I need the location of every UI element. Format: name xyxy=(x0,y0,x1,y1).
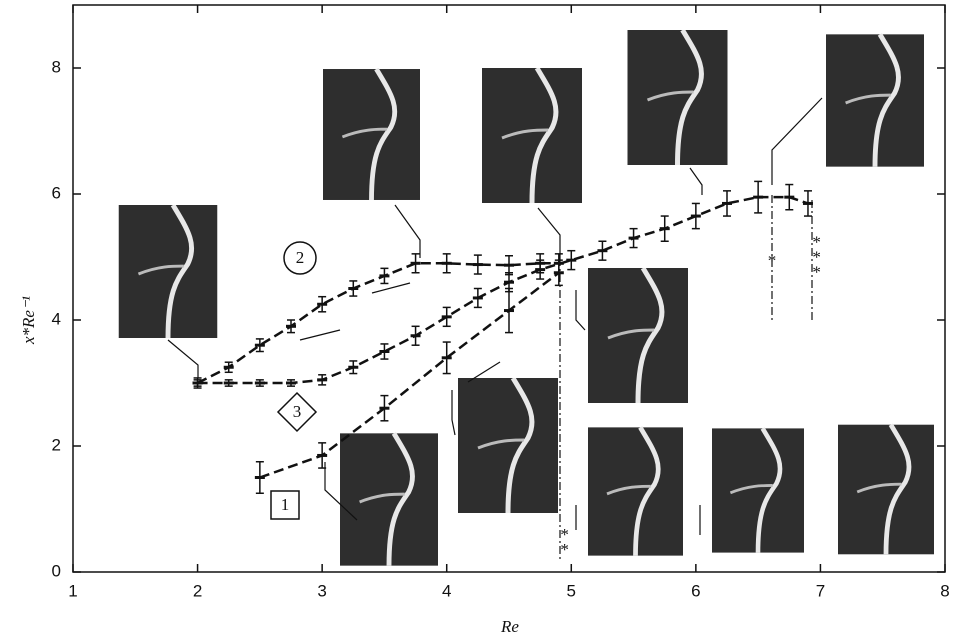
error-bar xyxy=(192,379,203,387)
error-bar xyxy=(504,272,514,293)
x-tick-label: 7 xyxy=(816,581,825,600)
y-tick-label: 2 xyxy=(52,435,61,454)
error-bar xyxy=(504,287,514,334)
y-tick-label: 0 xyxy=(52,561,61,580)
y-tick-label: 6 xyxy=(52,183,61,202)
error-bar xyxy=(410,325,421,346)
x-tick-label: 6 xyxy=(691,581,700,600)
error-bar xyxy=(254,461,265,494)
error-bar xyxy=(441,341,452,375)
series-badge xyxy=(276,391,318,433)
x-tick-label: 3 xyxy=(317,581,326,600)
series-badge xyxy=(283,241,317,275)
error-bar xyxy=(379,343,390,360)
photo xyxy=(826,34,924,166)
error-bar xyxy=(410,253,421,274)
error-bar xyxy=(722,190,732,217)
error-bar xyxy=(628,227,639,249)
error-bar xyxy=(597,240,608,261)
plot-frame xyxy=(72,4,946,573)
error-bar xyxy=(286,319,296,334)
pointer-lines xyxy=(167,97,823,560)
x-axis-title: Re xyxy=(500,617,519,636)
error-bar xyxy=(659,215,670,242)
y-tick-label: 8 xyxy=(52,57,61,76)
error-bar xyxy=(223,379,234,387)
pointer xyxy=(689,167,703,195)
pointer xyxy=(324,462,358,521)
x-tick-label: 8 xyxy=(940,581,949,600)
error-bar xyxy=(472,287,483,309)
direction-arrow xyxy=(299,329,341,341)
error-bar xyxy=(348,280,359,297)
photo xyxy=(482,68,582,203)
annotation: ** xyxy=(555,525,574,555)
pointer xyxy=(394,204,421,258)
error-bar xyxy=(784,183,795,211)
error-bar xyxy=(348,360,359,375)
error-bar xyxy=(254,338,265,353)
pointer xyxy=(537,207,561,258)
error-bar xyxy=(472,254,483,275)
error-bar xyxy=(441,253,452,274)
pointer xyxy=(575,290,586,331)
series-label: 3 xyxy=(293,402,302,421)
direction-arrow xyxy=(467,361,501,383)
series-label: 1 xyxy=(281,495,290,514)
x-tick-label: 1 xyxy=(68,581,77,600)
error-bar xyxy=(504,254,514,276)
error-bar xyxy=(690,202,701,230)
photo xyxy=(340,433,438,565)
photo xyxy=(712,428,804,552)
series-label: 2 xyxy=(296,248,305,267)
series-line xyxy=(259,271,560,479)
annotation: *** xyxy=(807,233,826,278)
y-tick-label: 4 xyxy=(52,309,61,328)
x-tick-label: 5 xyxy=(567,581,576,600)
error-bar xyxy=(379,267,390,285)
error-bar xyxy=(223,361,234,374)
pointer xyxy=(167,339,199,378)
error-bar xyxy=(286,379,296,387)
error-bar xyxy=(317,442,328,469)
error-bar xyxy=(254,379,265,387)
pointer xyxy=(771,97,823,185)
annotation: * xyxy=(768,251,777,270)
error-bar xyxy=(753,180,764,214)
series-badge xyxy=(270,490,300,520)
direction-arrow xyxy=(371,282,411,294)
photo xyxy=(628,30,728,165)
photo xyxy=(119,205,218,338)
error-bar xyxy=(317,295,328,313)
x-tick-label: 4 xyxy=(442,581,451,600)
y-axis-title: x*Re⁻¹ xyxy=(19,296,38,345)
photo xyxy=(838,425,934,555)
photo xyxy=(458,378,558,513)
error-bar xyxy=(566,249,577,271)
pointer xyxy=(451,390,456,436)
photo xyxy=(323,69,420,200)
photo xyxy=(588,268,688,403)
error-bar xyxy=(379,394,390,422)
error-bar xyxy=(802,190,813,217)
x-tick-label: 2 xyxy=(193,581,202,600)
error-bar xyxy=(441,306,452,328)
error-bar xyxy=(317,374,328,386)
error-bar xyxy=(535,259,546,280)
series-line xyxy=(197,195,809,385)
photo xyxy=(588,427,683,555)
